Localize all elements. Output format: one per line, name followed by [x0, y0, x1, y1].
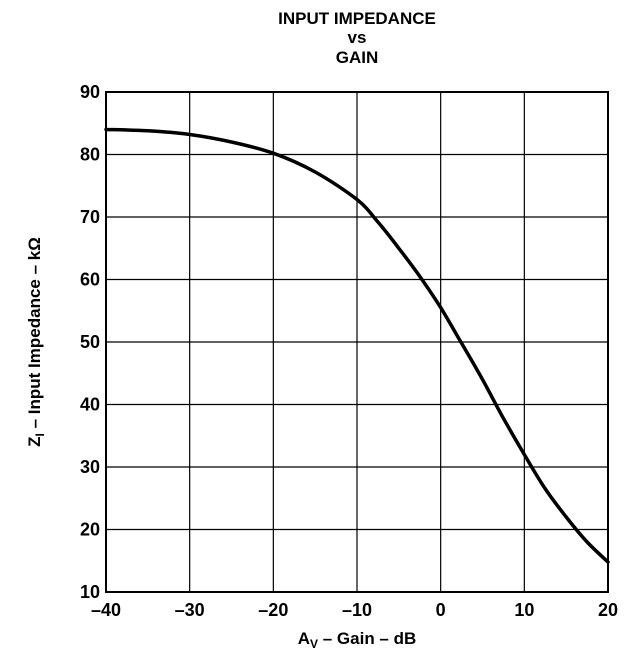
x-tick-label: –40: [91, 600, 121, 620]
grid-layer: [105, 91, 609, 593]
x-axis-label: AV – Gain – dB: [298, 629, 417, 651]
y-tick-label: 20: [80, 520, 100, 540]
y-tick-label: 50: [80, 332, 100, 352]
x-axis-label-main: A: [298, 629, 310, 648]
x-tick-label: 20: [598, 600, 618, 620]
curve-layer: [104, 127, 610, 564]
y-tick-label: 40: [80, 395, 100, 415]
y-tick-labels: 10 20 30 40 50 60 70 80 90: [80, 82, 100, 602]
x-tick-label: 10: [514, 600, 534, 620]
x-tick-labels: –40 –30 –20 –10 0 10 20: [91, 600, 618, 620]
y-tick-label: 90: [80, 82, 100, 102]
x-tick-label: –30: [175, 600, 205, 620]
y-tick-label: 80: [80, 145, 100, 165]
x-axis-label-rest: – Gain – dB: [318, 629, 416, 648]
y-tick-label: 70: [80, 207, 100, 227]
y-axis-label-subscript: I: [33, 433, 47, 436]
series-line-0: [104, 127, 610, 564]
y-axis-label-main: Z: [25, 436, 44, 446]
chart-title-line-1: INPUT IMPEDANCE: [278, 9, 436, 28]
y-tick-label: 10: [80, 582, 100, 602]
chart-title-line-3: GAIN: [336, 48, 379, 67]
y-axis-label: ZI – Input Impedance – kΩ: [25, 237, 47, 447]
x-tick-label: –20: [258, 600, 288, 620]
chart-title-line-2: vs: [348, 28, 367, 47]
y-tick-label: 60: [80, 270, 100, 290]
x-tick-label: 0: [436, 600, 446, 620]
y-tick-label: 30: [80, 457, 100, 477]
plot-frame: [105, 91, 609, 593]
chart-title: INPUT IMPEDANCE vs GAIN: [278, 9, 436, 67]
y-axis-label-rest: – Input Impedance – kΩ: [25, 237, 44, 433]
x-axis-label-subscript: V: [310, 637, 318, 651]
x-tick-label: –10: [342, 600, 372, 620]
